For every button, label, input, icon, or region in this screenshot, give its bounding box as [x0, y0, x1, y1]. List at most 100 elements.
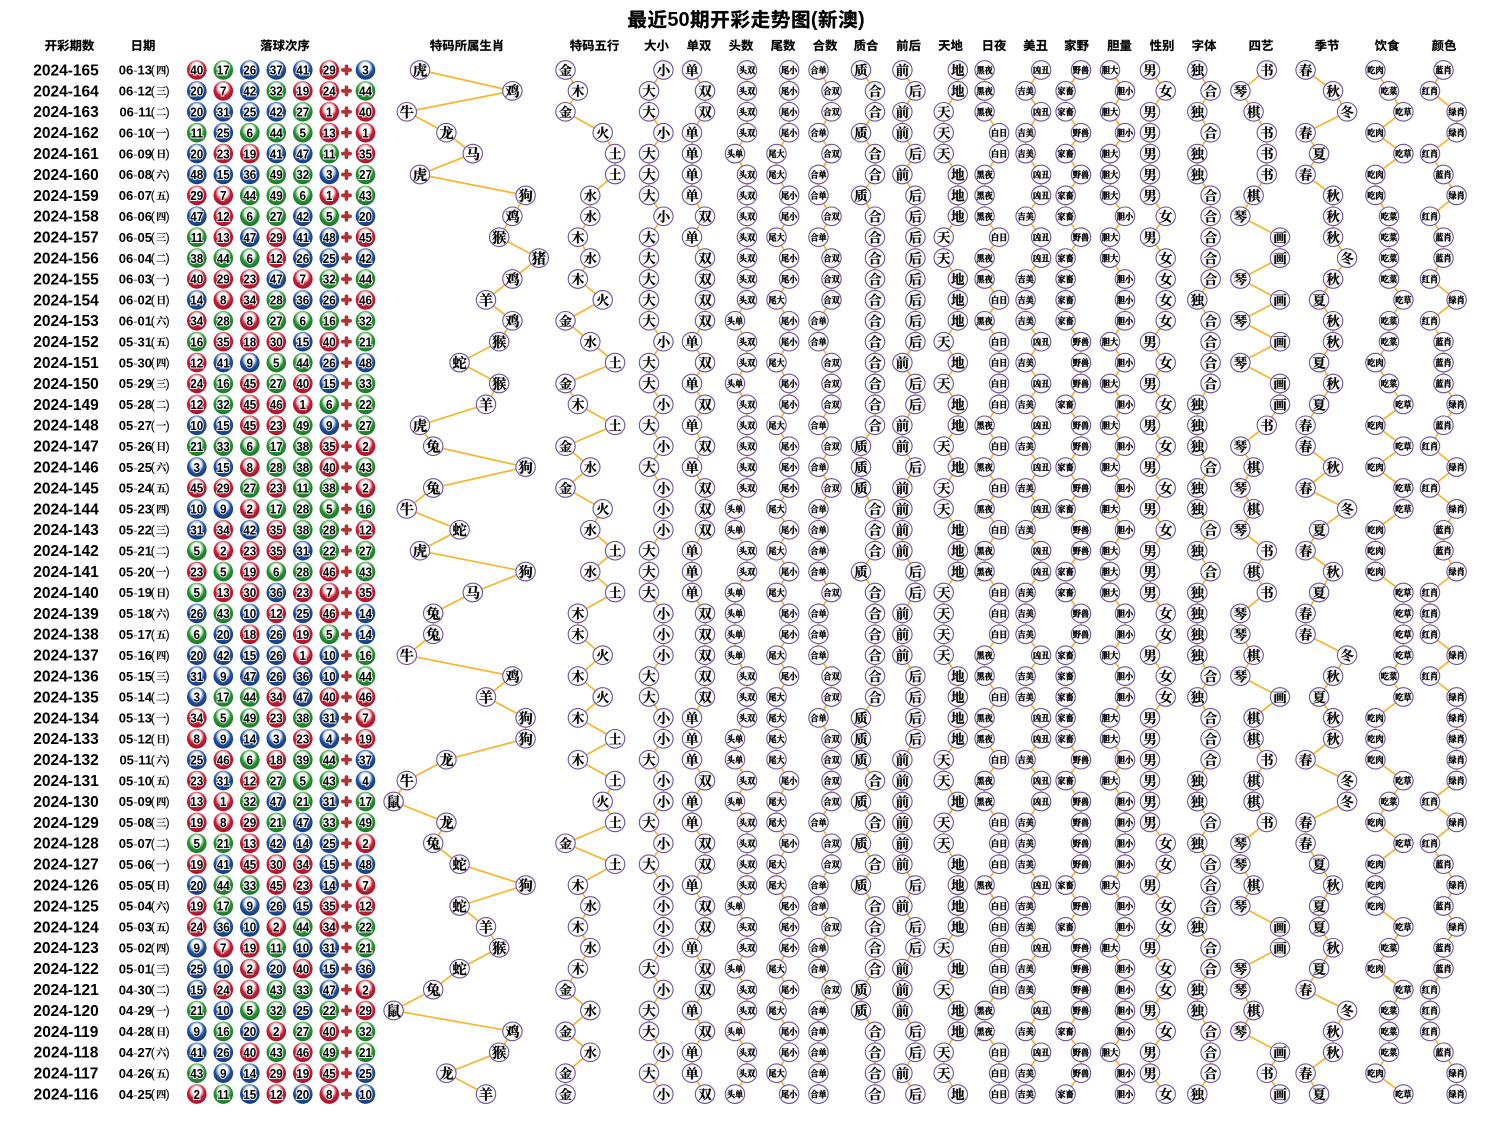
svg-text:05-05: 05-05	[119, 878, 152, 893]
svg-text:2024-141: 2024-141	[33, 564, 99, 581]
svg-text:35: 35	[270, 523, 283, 538]
svg-text:8: 8	[326, 1087, 333, 1102]
svg-text:47: 47	[243, 669, 256, 684]
svg-text:49: 49	[359, 816, 372, 831]
svg-text:): )	[165, 293, 169, 308]
svg-text:28: 28	[296, 565, 309, 580]
svg-text:41: 41	[296, 63, 309, 78]
svg-text:05-03: 05-03	[119, 920, 152, 935]
svg-text:3: 3	[326, 168, 333, 183]
svg-text:05-01: 05-01	[119, 961, 152, 976]
svg-text:26: 26	[270, 648, 283, 663]
svg-text:16: 16	[359, 648, 372, 663]
svg-text:): )	[165, 63, 169, 78]
svg-text:2: 2	[220, 544, 227, 559]
svg-text:40: 40	[190, 63, 203, 78]
svg-text:42: 42	[217, 648, 230, 663]
svg-text:05-24: 05-24	[119, 481, 153, 496]
svg-text:31: 31	[323, 795, 336, 810]
svg-text:19: 19	[243, 941, 256, 956]
svg-text:(: (	[151, 794, 156, 809]
svg-text:): )	[165, 1087, 169, 1102]
svg-text:5: 5	[326, 209, 333, 224]
svg-text:15: 15	[323, 857, 336, 872]
svg-text:44: 44	[359, 84, 372, 99]
svg-text:20: 20	[359, 209, 372, 224]
svg-text:2: 2	[362, 439, 369, 454]
svg-text:2024-163: 2024-163	[33, 104, 99, 121]
svg-text:5: 5	[194, 544, 201, 559]
svg-text:44: 44	[323, 753, 336, 768]
svg-text:(: (	[151, 522, 156, 537]
svg-text:8: 8	[220, 816, 227, 831]
svg-text:35: 35	[270, 544, 283, 559]
svg-text:17: 17	[270, 502, 283, 517]
svg-text:41: 41	[296, 230, 309, 245]
svg-text:11: 11	[297, 481, 309, 496]
svg-text:23: 23	[296, 878, 309, 893]
svg-text:2024-154: 2024-154	[33, 292, 99, 309]
svg-text:): )	[165, 418, 169, 433]
svg-text:): )	[165, 1045, 169, 1060]
svg-text:05-06: 05-06	[119, 857, 152, 872]
svg-text:5: 5	[194, 586, 201, 601]
svg-text:23: 23	[243, 544, 256, 559]
svg-text:23: 23	[296, 732, 309, 747]
svg-text:11: 11	[191, 230, 203, 245]
svg-text:): )	[165, 104, 169, 119]
svg-text:(: (	[151, 857, 156, 872]
svg-text:6: 6	[273, 565, 280, 580]
svg-text:2: 2	[362, 836, 369, 851]
svg-text:23: 23	[270, 481, 283, 496]
svg-text:10: 10	[359, 1087, 372, 1102]
svg-text:44: 44	[359, 272, 372, 287]
svg-text:25: 25	[359, 1066, 372, 1081]
svg-text:34: 34	[217, 523, 230, 538]
svg-text:(: (	[151, 167, 156, 182]
svg-text:15: 15	[217, 460, 230, 475]
svg-text:27: 27	[296, 105, 309, 120]
svg-text:): )	[165, 857, 169, 872]
svg-text:05-28: 05-28	[119, 397, 152, 412]
svg-text:40: 40	[323, 1025, 336, 1040]
svg-text:): )	[165, 251, 169, 266]
svg-text:39: 39	[296, 753, 309, 768]
svg-text:48: 48	[359, 356, 372, 371]
svg-text:(: (	[151, 961, 156, 976]
svg-text:2024-137: 2024-137	[33, 648, 99, 665]
svg-text:31: 31	[296, 544, 309, 559]
svg-text:26: 26	[270, 669, 283, 684]
svg-text:19: 19	[296, 627, 309, 642]
svg-text:8: 8	[247, 983, 254, 998]
svg-text:21: 21	[296, 795, 309, 810]
svg-text:49: 49	[323, 1045, 336, 1060]
svg-text:35: 35	[323, 439, 336, 454]
svg-text:(: (	[151, 146, 156, 161]
svg-text:17: 17	[217, 63, 230, 78]
svg-text:7: 7	[362, 711, 369, 726]
svg-text:33: 33	[323, 816, 336, 831]
svg-text:44: 44	[217, 878, 230, 893]
svg-text:(: (	[151, 1087, 156, 1102]
svg-text:06-10: 06-10	[119, 125, 152, 140]
svg-text:25: 25	[323, 836, 336, 851]
svg-text:13: 13	[217, 586, 230, 601]
svg-text:45: 45	[323, 1066, 336, 1081]
svg-text:05-08: 05-08	[119, 815, 152, 830]
svg-text:2: 2	[273, 1025, 280, 1040]
svg-text:34: 34	[270, 690, 283, 705]
svg-text:(: (	[151, 230, 156, 245]
svg-text:16: 16	[359, 502, 372, 517]
svg-text:49: 49	[270, 189, 283, 204]
svg-text:2024-143: 2024-143	[33, 522, 99, 539]
svg-text:(: (	[151, 481, 156, 496]
svg-text:2: 2	[273, 920, 280, 935]
svg-text:): )	[165, 209, 169, 224]
svg-text:3: 3	[194, 690, 201, 705]
svg-text:(: (	[151, 1045, 156, 1060]
svg-text:28: 28	[217, 314, 230, 329]
svg-text:(: (	[151, 606, 156, 621]
svg-text:06-05: 06-05	[119, 230, 152, 245]
svg-text:(: (	[151, 104, 156, 119]
svg-text:9: 9	[194, 941, 201, 956]
